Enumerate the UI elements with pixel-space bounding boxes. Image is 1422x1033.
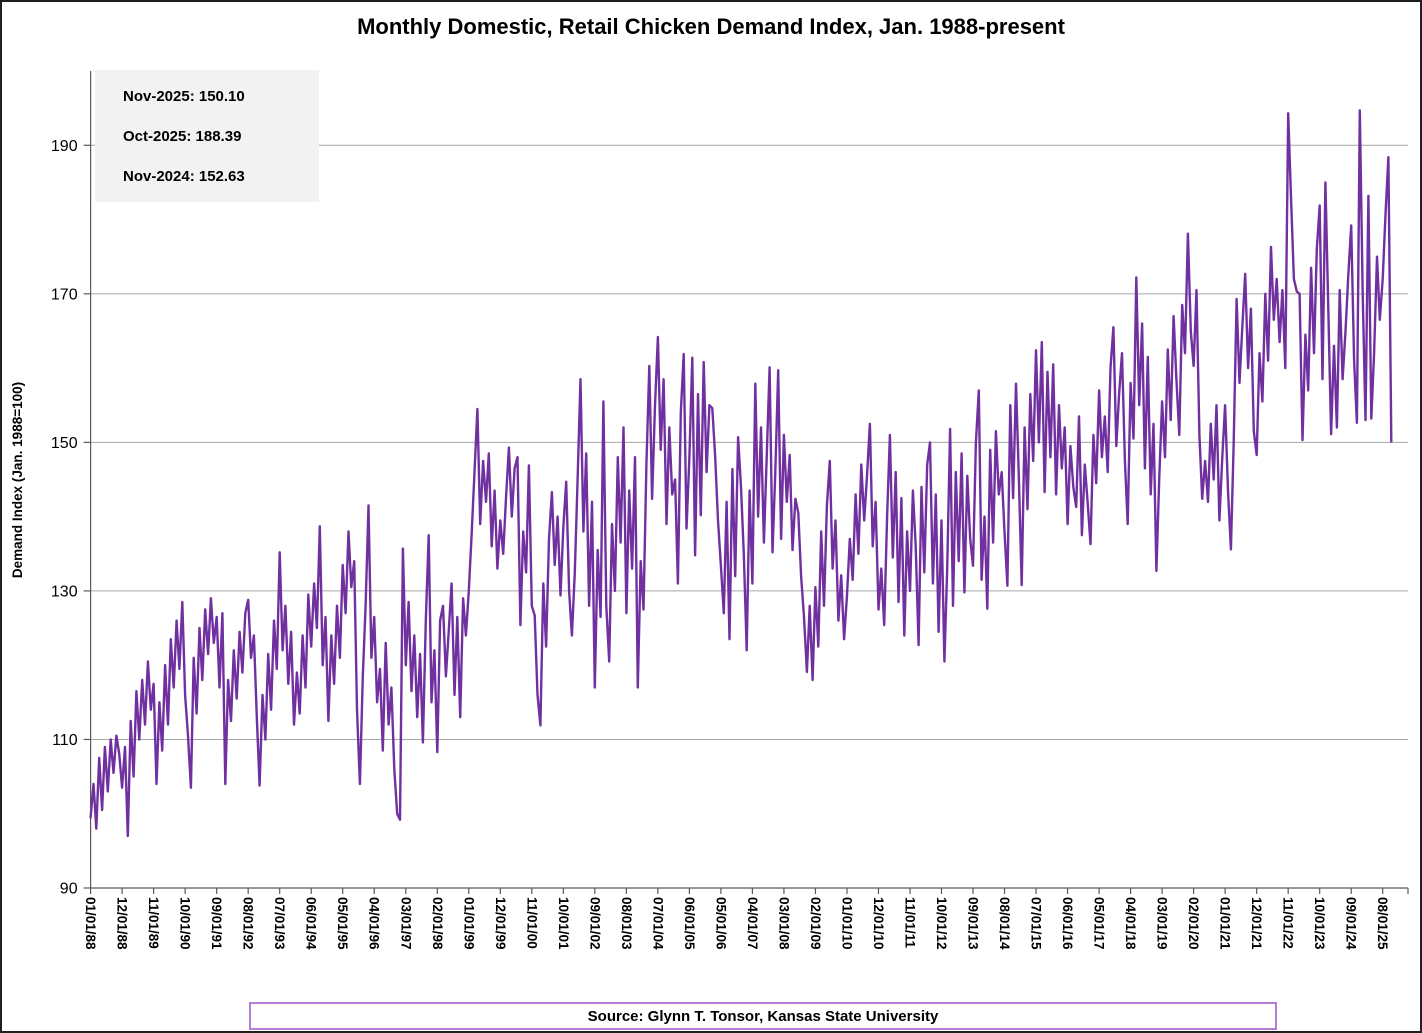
x-tick-label: 03/01/97	[398, 897, 413, 950]
x-tick-label: 08/01/25	[1375, 897, 1390, 950]
annotation-line-nov-2025: Nov-2025: 150.10	[123, 87, 245, 105]
x-tick-label: 05/01/17	[1092, 897, 1107, 950]
x-tick-label: 11/01/00	[524, 897, 539, 949]
chart-title: Monthly Domestic, Retail Chicken Demand …	[357, 14, 1065, 39]
x-tick-label: 05/01/06	[713, 897, 728, 950]
x-tick-label: 03/01/08	[776, 897, 791, 950]
x-tick-label: 04/01/96	[367, 897, 382, 950]
annotation-box: Nov-2025: 150.10 Oct-2025: 188.39 Nov-20…	[95, 70, 319, 202]
x-tick-label: 12/01/88	[115, 897, 130, 950]
x-tick-label: 07/01/93	[272, 897, 287, 950]
y-tick-label: 90	[60, 881, 78, 898]
x-tick-label: 11/01/11	[902, 897, 917, 949]
x-tick-label: 10/01/90	[178, 897, 193, 950]
x-tick-label: 12/01/21	[1249, 897, 1264, 950]
x-tick-label: 07/01/15	[1029, 897, 1044, 950]
x-tick-label: 09/01/13	[966, 897, 981, 950]
x-tick-label: 10/01/23	[1312, 897, 1327, 950]
x-tick-label: 10/01/12	[934, 897, 949, 950]
x-tick-label: 12/01/10	[871, 897, 886, 950]
x-tick-label: 08/01/92	[241, 897, 256, 950]
x-tick-label: 02/01/09	[808, 897, 823, 950]
annotation-line-nov-2024: Nov-2024: 152.63	[123, 167, 245, 185]
y-tick-label: 130	[51, 583, 78, 600]
x-tick-label: 03/01/19	[1155, 897, 1170, 950]
x-tick-label: 09/01/24	[1344, 897, 1359, 950]
x-tick-label: 09/01/91	[209, 897, 224, 950]
x-tick-label: 06/01/94	[304, 897, 319, 950]
annotation-line-oct-2025: Oct-2025: 188.39	[123, 127, 242, 145]
x-tick-label: 02/01/20	[1186, 897, 1201, 950]
x-tick-label: 05/01/95	[335, 897, 350, 950]
demand-index-series-line	[89, 109, 1393, 838]
y-tick-label: 110	[52, 732, 78, 749]
y-tick-label: 170	[51, 286, 78, 303]
y-tick-label: 190	[51, 138, 78, 155]
x-tick-label: 09/01/02	[587, 897, 602, 950]
x-tick-label: 08/01/14	[997, 897, 1012, 950]
x-tick-label: 02/01/98	[430, 897, 445, 950]
y-axis-title: Demand Index (Jan. 1988=100)	[10, 381, 25, 579]
x-tick-label: 11/01/22	[1281, 897, 1296, 949]
y-tick-label: 150	[51, 435, 78, 452]
x-tick-label: 04/01/07	[745, 897, 760, 950]
x-tick-label: 06/01/16	[1060, 897, 1075, 950]
x-tick-label: 11/01/89	[146, 897, 161, 949]
x-tick-label: 07/01/04	[650, 897, 665, 950]
x-tick-label: 01/01/88	[83, 897, 98, 950]
x-tick-label: 01/01/99	[461, 897, 476, 950]
x-tick-label: 01/01/10	[839, 897, 854, 950]
x-tick-label: 06/01/05	[682, 897, 697, 950]
source-text: Source: Glynn T. Tonsor, Kansas State Un…	[587, 1007, 939, 1025]
x-tick-label: 08/01/03	[619, 897, 634, 950]
source-box: Source: Glynn T. Tonsor, Kansas State Un…	[249, 1002, 1277, 1030]
x-tick-label: 12/01/99	[493, 897, 508, 950]
x-tick-label: 01/01/21	[1218, 897, 1233, 950]
x-tick-label: 10/01/01	[556, 897, 571, 950]
x-tick-label: 04/01/18	[1123, 897, 1138, 950]
